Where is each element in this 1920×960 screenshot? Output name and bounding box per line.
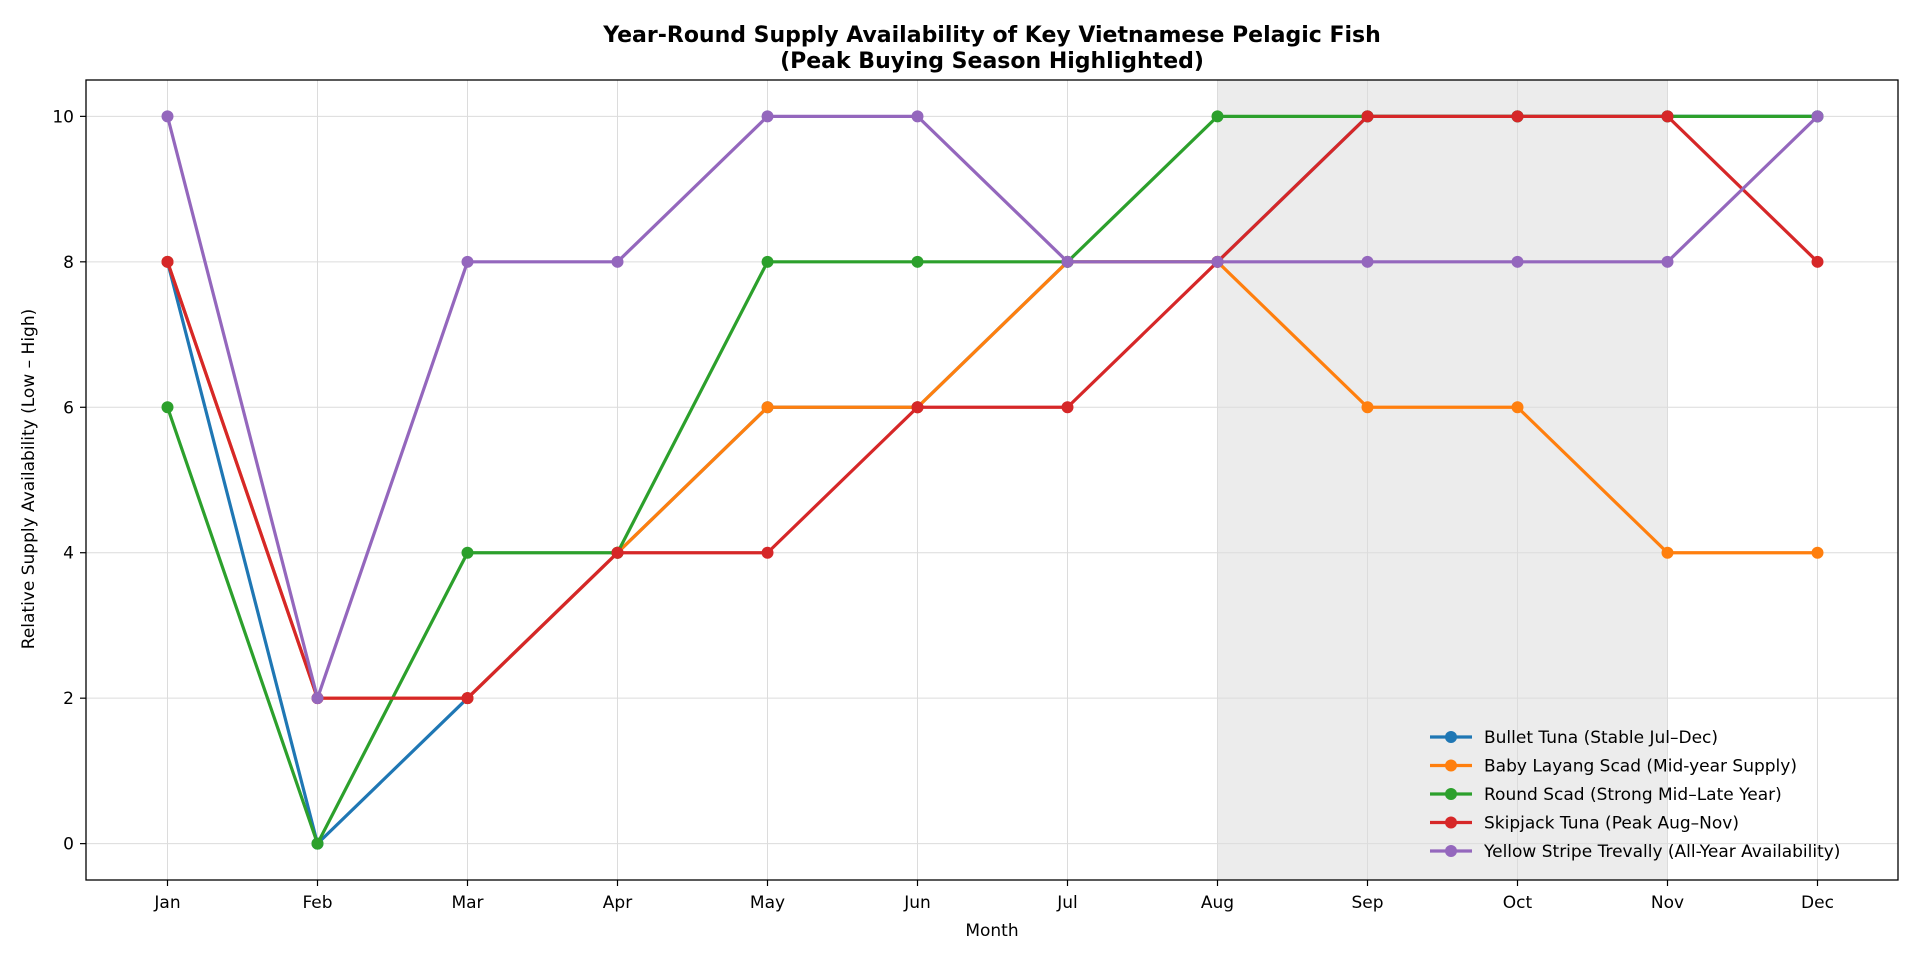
- y-tick-label: 0: [63, 835, 74, 855]
- data-point: [1511, 401, 1524, 414]
- data-point: [761, 546, 774, 559]
- data-point: [1511, 255, 1524, 268]
- data-point: [1361, 255, 1374, 268]
- data-point: [161, 110, 174, 123]
- data-point: [161, 401, 174, 414]
- x-tick-label: Nov: [1651, 893, 1684, 913]
- data-point: [461, 255, 474, 268]
- legend-marker: [1445, 845, 1457, 857]
- x-tick-label: Apr: [603, 893, 632, 913]
- data-point: [161, 255, 174, 268]
- data-point: [461, 692, 474, 705]
- legend-marker: [1445, 788, 1457, 800]
- series-line: [165, 114, 1819, 700]
- data-point: [1361, 110, 1374, 123]
- data-point: [1061, 255, 1074, 268]
- x-tick-label: Dec: [1801, 893, 1834, 913]
- legend-entry-label: Bullet Tuna (Stable Jul–Dec): [1484, 728, 1718, 748]
- y-tick-label: 10: [52, 107, 74, 127]
- series: [161, 110, 1824, 705]
- legend-marker: [1445, 759, 1457, 772]
- x-tick-label: Aug: [1201, 893, 1234, 913]
- data-point: [911, 110, 924, 123]
- data-point: [761, 255, 774, 268]
- legend-entry-label: Yellow Stripe Trevally (All-Year Availab…: [1483, 842, 1840, 862]
- data-point: [911, 401, 924, 414]
- series-line: [165, 114, 1819, 700]
- y-axis-ticks: 0 2 4 6 8 10: [52, 107, 86, 855]
- data-point: [761, 401, 774, 414]
- x-tick-label: Jun: [903, 893, 931, 913]
- data-point: [1211, 255, 1224, 268]
- legend-entry-label: Skipjack Tuna (Peak Aug–Nov): [1484, 814, 1739, 834]
- legend-entry-label: Round Scad (Strong Mid–Late Year): [1484, 785, 1782, 805]
- data-point: [1661, 255, 1674, 268]
- data-point: [1211, 110, 1224, 123]
- legend-marker: [1445, 731, 1457, 743]
- plot-frame: [85, 79, 1899, 881]
- y-tick-label: 4: [63, 544, 74, 564]
- data-point: [1661, 546, 1674, 559]
- data-point: [611, 255, 624, 268]
- data-point: [461, 546, 474, 559]
- x-tick-label: May: [750, 893, 785, 913]
- y-tick-label: 6: [63, 398, 74, 418]
- data-point: [911, 255, 924, 268]
- data-point: [1811, 546, 1824, 559]
- data-point: [1811, 255, 1824, 268]
- grid: [86, 80, 1898, 880]
- data-point: [311, 692, 324, 705]
- y-tick-label: 2: [63, 689, 74, 709]
- x-tick-label: Mar: [451, 893, 483, 913]
- x-tick-label: Feb: [302, 893, 332, 913]
- data-point: [1811, 110, 1824, 123]
- series-group: [161, 110, 1824, 850]
- x-tick-label: Jul: [1056, 893, 1078, 913]
- data-point: [761, 110, 774, 123]
- x-tick-label: Oct: [1503, 893, 1533, 913]
- legend: Bullet Tuna (Stable Jul–Dec) Baby Layang …: [1430, 728, 1840, 862]
- legend-entry-label: Baby Layang Scad (Mid-year Supply): [1484, 757, 1797, 777]
- chart-title: Year-Round Supply Availability of Key Vi…: [602, 23, 1381, 48]
- x-axis-ticks: Jan Feb Mar Apr May Jun Jul Aug Sep Oct Nov Dec: [153, 880, 1834, 913]
- x-tick-label: Jan: [153, 893, 180, 913]
- data-point: [311, 837, 324, 850]
- chart-subtitle: (Peak Buying Season Highlighted): [780, 49, 1204, 74]
- data-point: [611, 546, 624, 559]
- data-point: [1661, 110, 1674, 123]
- legend-marker: [1445, 816, 1457, 829]
- data-point: [1061, 401, 1074, 414]
- y-axis-label: Relative Supply Availability (Low – High…: [19, 309, 39, 649]
- data-point: [1511, 110, 1524, 123]
- data-point: [1361, 401, 1374, 414]
- y-tick-label: 8: [63, 253, 74, 273]
- x-tick-label: Sep: [1351, 893, 1383, 913]
- x-axis-label: Month: [965, 921, 1018, 941]
